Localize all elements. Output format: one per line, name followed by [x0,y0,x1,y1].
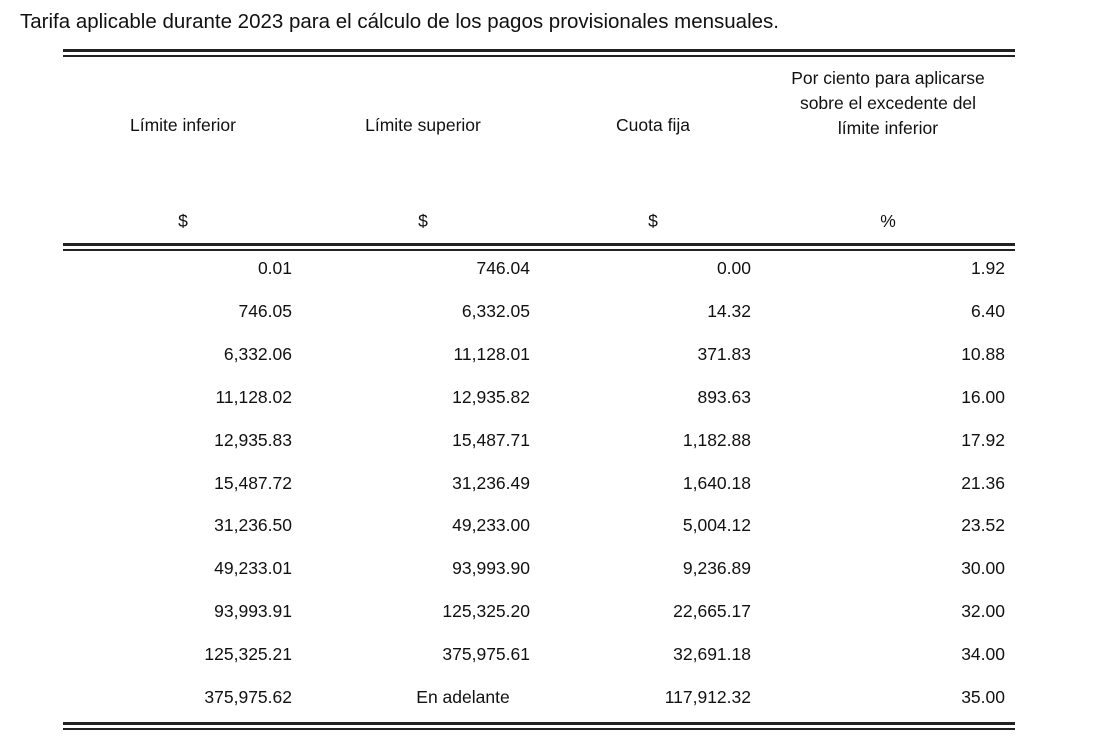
cell-limite-inferior: 15,487.72 [214,472,292,493]
cell-limite-inferior: 6,332.06 [223,343,292,364]
cell-por-ciento: 32.00 [961,601,1005,622]
cell-limite-superior: 6,332.05 [461,300,530,321]
cell-cuota-fija: 893.63 [697,386,751,407]
cell-cuota-fija: 22,665.17 [673,601,751,622]
cell-cuota-fija: 371.83 [697,343,751,364]
cell-por-ciento: 17.92 [961,429,1005,450]
cell-limite-inferior: 93,993.91 [214,601,292,622]
cell-por-ciento: 34.00 [961,644,1005,665]
cell-limite-inferior: 49,233.01 [214,558,292,579]
header-limite-superior: Límite superior [365,115,481,135]
cell-limite-superior: 746.04 [476,258,530,278]
cell-por-ciento: 1.92 [970,258,1005,278]
header-limite-inferior: Límite inferior [129,115,236,135]
header-cuota-fija: Cuota fija [616,115,690,135]
cell-limite-superior: 15,487.71 [452,429,530,450]
cell-limite-superior: 49,233.00 [452,515,530,536]
cell-por-ciento: 23.52 [961,515,1005,536]
header-rule [63,243,1015,251]
unit-cuota-fija: $ [648,211,658,231]
cell-limite-superior: 375,975.61 [442,644,530,665]
cell-por-ciento: 10.88 [961,343,1005,364]
cell-por-ciento: 16.00 [961,386,1005,407]
cell-limite-superior: 93,993.90 [452,558,530,579]
cell-limite-inferior: 125,325.21 [204,644,292,665]
bottom-rule [63,722,1015,730]
cell-cuota-fija: 9,236.89 [682,558,751,579]
cell-por-ciento: 21.36 [961,472,1005,493]
cell-limite-inferior: 746.05 [238,300,292,321]
unit-limite-inferior: $ [178,211,188,231]
cell-por-ciento: 6.40 [970,300,1005,321]
cell-por-ciento: 35.00 [961,687,1005,707]
cell-por-ciento: 30.00 [961,558,1005,579]
header-por-ciento: Por ciento para aplicarse sobre el exced… [791,68,985,138]
cell-limite-inferior: 0.01 [257,258,292,278]
cell-limite-inferior: 12,935.83 [214,429,292,450]
cell-cuota-fija: 1,182.88 [682,429,751,450]
cell-limite-superior: En adelante [416,687,510,707]
cell-limite-inferior: 31,236.50 [214,515,292,536]
cell-cuota-fija: 117,912.32 [664,687,751,707]
cell-limite-superior: 12,935.82 [452,386,530,407]
cell-cuota-fija: 1,640.18 [682,472,751,493]
cell-limite-inferior: 11,128.02 [215,386,292,407]
cell-cuota-fija: 32,691.18 [673,644,751,665]
cell-cuota-fija: 0.00 [716,258,751,278]
unit-por-ciento: % [880,211,896,231]
table-title: Tarifa aplicable durante 2023 para el cá… [20,10,779,33]
cell-limite-inferior: 375,975.62 [204,687,292,707]
cell-limite-superior: 11,128.01 [453,343,530,364]
cell-cuota-fija: 5,004.12 [682,515,751,536]
cell-limite-superior: 31,236.49 [452,472,530,493]
cell-limite-superior: 125,325.20 [442,601,530,622]
top-rule [63,49,1015,57]
unit-limite-superior: $ [418,211,428,231]
cell-cuota-fija: 14.32 [707,300,751,321]
